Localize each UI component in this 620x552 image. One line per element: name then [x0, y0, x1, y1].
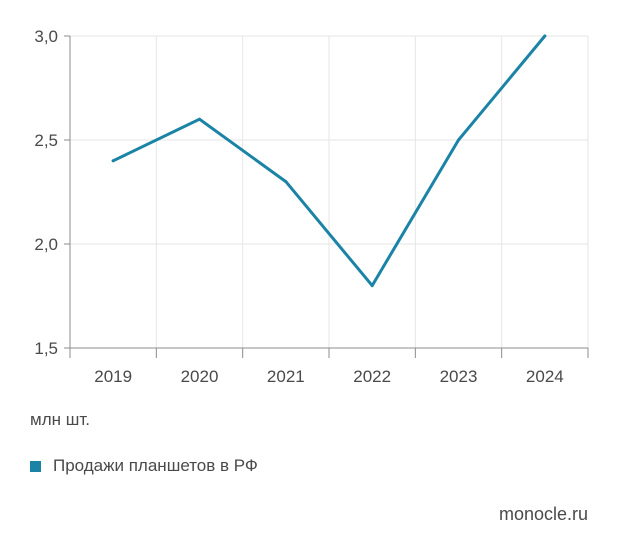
y-tick-label: 3,0: [34, 27, 58, 46]
data-point: [370, 284, 374, 288]
data-point: [284, 180, 288, 184]
series-group: [111, 34, 547, 288]
x-tick-label: 2019: [94, 367, 132, 386]
x-tick-label: 2021: [267, 367, 305, 386]
data-point: [198, 117, 201, 121]
unit-label: млн шт.: [30, 410, 90, 429]
legend-swatch: [30, 460, 41, 472]
data-point: [543, 34, 547, 38]
x-tick-label: 2024: [526, 367, 564, 386]
data-point: [111, 159, 115, 163]
grid-lines: [70, 35, 589, 348]
legend-label: Продажи планшетов в РФ: [53, 456, 258, 475]
x-tick-label: 2020: [181, 367, 219, 386]
y-tick-label: 2,5: [34, 131, 58, 150]
x-tick-label: 2022: [353, 367, 391, 386]
y-tick-label: 1,5: [34, 339, 58, 358]
legend: Продажи планшетов в РФ: [30, 456, 258, 476]
x-axis-ticks: 2019 2020 2021 2022 2023 2024: [94, 348, 589, 386]
data-point: [457, 138, 460, 142]
line-chart: 1,5 2,0 2,5 3,0 2019 2020 2021 2022 2023 2024: [34, 27, 589, 386]
x-tick-label: 2023: [440, 367, 478, 386]
y-tick-label: 2,0: [34, 235, 58, 254]
source-credit: monocle.ru: [498, 504, 588, 524]
series-line: [111, 34, 547, 288]
y-axis-ticks: 1,5 2,0 2,5 3,0: [34, 27, 70, 358]
